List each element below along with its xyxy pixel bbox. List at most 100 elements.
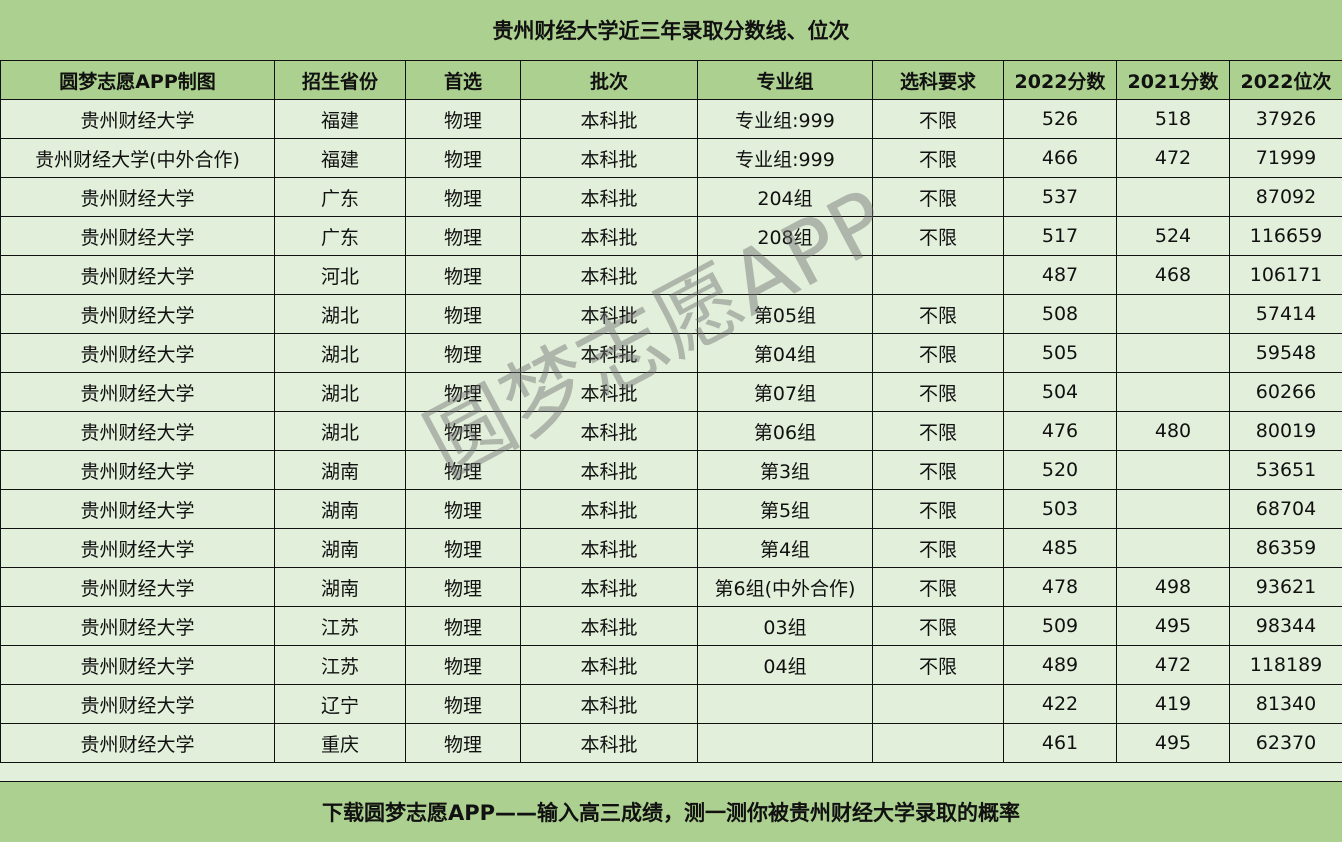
cell-major-group: 208组 (698, 217, 873, 256)
cell-score-2022: 476 (1004, 412, 1117, 451)
cell-score-2022: 504 (1004, 373, 1117, 412)
column-header-score-2022: 2022分数 (1004, 61, 1117, 100)
cell-score-2021: 472 (1117, 139, 1230, 178)
cell-batch: 本科批 (521, 334, 698, 373)
cell-score-2022: 517 (1004, 217, 1117, 256)
cell-requirement: 不限 (873, 529, 1004, 568)
column-header-school: 圆梦志愿APP制图 (1, 61, 275, 100)
column-header-subject: 首选 (406, 61, 521, 100)
cell-score-2022: 461 (1004, 724, 1117, 763)
cell-rank-2022: 62370 (1230, 724, 1342, 763)
cell-province: 湖南 (275, 451, 406, 490)
cell-score-2022: 520 (1004, 451, 1117, 490)
cell-subject: 物理 (406, 178, 521, 217)
cell-province: 湖北 (275, 412, 406, 451)
cell-requirement: 不限 (873, 139, 1004, 178)
cell-province: 辽宁 (275, 685, 406, 724)
cell-batch: 本科批 (521, 178, 698, 217)
cell-batch: 本科批 (521, 529, 698, 568)
cell-requirement: 不限 (873, 568, 1004, 607)
cell-rank-2022: 71999 (1230, 139, 1342, 178)
cell-province: 广东 (275, 178, 406, 217)
cell-school: 贵州财经大学 (1, 295, 275, 334)
cell-school: 贵州财经大学 (1, 685, 275, 724)
cell-rank-2022: 81340 (1230, 685, 1342, 724)
cell-province: 湖南 (275, 490, 406, 529)
cell-major-group: 第04组 (698, 334, 873, 373)
cell-score-2021 (1117, 334, 1230, 373)
cell-school: 贵州财经大学 (1, 412, 275, 451)
cell-batch: 本科批 (521, 373, 698, 412)
cell-score-2021: 468 (1117, 256, 1230, 295)
cell-score-2021 (1117, 529, 1230, 568)
cell-batch: 本科批 (521, 490, 698, 529)
cell-batch: 本科批 (521, 724, 698, 763)
cell-requirement: 不限 (873, 607, 1004, 646)
cell-score-2021: 419 (1117, 685, 1230, 724)
cell-major-group: 第07组 (698, 373, 873, 412)
cell-score-2021 (1117, 451, 1230, 490)
cell-subject: 物理 (406, 334, 521, 373)
cell-batch: 本科批 (521, 568, 698, 607)
cell-subject: 物理 (406, 139, 521, 178)
cell-requirement: 不限 (873, 490, 1004, 529)
cell-school: 贵州财经大学(中外合作) (1, 139, 275, 178)
cell-rank-2022: 116659 (1230, 217, 1342, 256)
cell-rank-2022: 59548 (1230, 334, 1342, 373)
cell-major-group: 第5组 (698, 490, 873, 529)
cell-subject: 物理 (406, 412, 521, 451)
cell-subject: 物理 (406, 529, 521, 568)
cell-province: 湖北 (275, 295, 406, 334)
cell-subject: 物理 (406, 685, 521, 724)
cell-province: 江苏 (275, 607, 406, 646)
cell-batch: 本科批 (521, 607, 698, 646)
cell-score-2021: 518 (1117, 100, 1230, 139)
cell-rank-2022: 93621 (1230, 568, 1342, 607)
cell-province: 湖北 (275, 334, 406, 373)
cell-score-2021: 495 (1117, 607, 1230, 646)
cell-school: 贵州财经大学 (1, 529, 275, 568)
cell-rank-2022: 86359 (1230, 529, 1342, 568)
cell-school: 贵州财经大学 (1, 334, 275, 373)
cell-subject: 物理 (406, 724, 521, 763)
cell-score-2022: 526 (1004, 100, 1117, 139)
cell-batch: 本科批 (521, 451, 698, 490)
cell-score-2021 (1117, 373, 1230, 412)
cell-province: 河北 (275, 256, 406, 295)
cell-score-2022: 505 (1004, 334, 1117, 373)
cell-rank-2022: 98344 (1230, 607, 1342, 646)
cell-requirement: 不限 (873, 217, 1004, 256)
cell-province: 重庆 (275, 724, 406, 763)
cell-rank-2022: 87092 (1230, 178, 1342, 217)
cell-score-2022: 478 (1004, 568, 1117, 607)
cell-major-group: 第3组 (698, 451, 873, 490)
table-title: 贵州财经大学近三年录取分数线、位次 (0, 0, 1342, 60)
cell-batch: 本科批 (521, 412, 698, 451)
cell-score-2022: 489 (1004, 646, 1117, 685)
cell-score-2022: 487 (1004, 256, 1117, 295)
cell-major-group: 专业组:999 (698, 100, 873, 139)
cell-province: 湖南 (275, 568, 406, 607)
cell-school: 贵州财经大学 (1, 256, 275, 295)
cell-requirement (873, 724, 1004, 763)
cell-requirement: 不限 (873, 646, 1004, 685)
cell-major-group: 04组 (698, 646, 873, 685)
cell-major-group: 专业组:999 (698, 139, 873, 178)
cell-school: 贵州财经大学 (1, 217, 275, 256)
cell-rank-2022: 57414 (1230, 295, 1342, 334)
cell-score-2021: 498 (1117, 568, 1230, 607)
cell-score-2022: 466 (1004, 139, 1117, 178)
cell-subject: 物理 (406, 373, 521, 412)
column-header-batch: 批次 (521, 61, 698, 100)
